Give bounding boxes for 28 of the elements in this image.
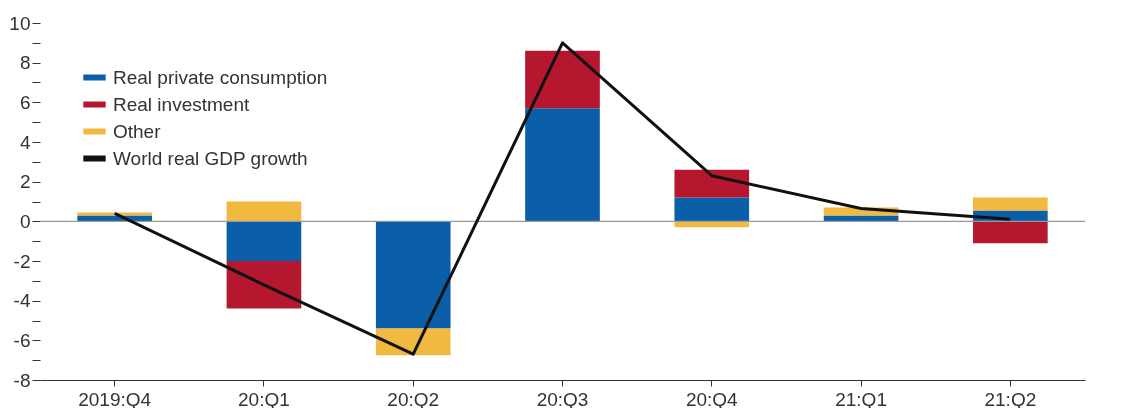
y-tick-label: 8 <box>19 52 31 74</box>
y-tick-label: 0 <box>19 210 31 232</box>
bar <box>77 212 152 216</box>
legend-label: Real investment <box>113 93 250 115</box>
bar <box>525 108 600 222</box>
bar <box>823 215 899 222</box>
bar <box>226 201 302 222</box>
bar <box>973 221 1048 244</box>
bar <box>226 261 302 309</box>
y-tick-label: -6 <box>13 329 31 351</box>
line-series <box>113 41 1012 356</box>
y-tick-label: -2 <box>13 250 31 272</box>
bar <box>674 197 750 222</box>
y-tick-label: 6 <box>19 91 31 113</box>
legend-label: Other <box>113 120 162 142</box>
y-tick-label: 2 <box>19 171 31 193</box>
bar <box>77 215 152 222</box>
y-tick-label: -8 <box>13 369 31 391</box>
bar <box>226 221 302 261</box>
bar <box>674 169 750 198</box>
legend-label: Real private consumption <box>113 66 328 88</box>
bar <box>973 197 1048 211</box>
y-tick-label: 4 <box>19 131 31 153</box>
bar <box>375 221 451 329</box>
legend-label: World real GDP growth <box>113 147 308 169</box>
y-tick-label: -4 <box>13 290 31 312</box>
y-tick-label: 10 <box>9 12 31 34</box>
bar <box>525 50 600 109</box>
